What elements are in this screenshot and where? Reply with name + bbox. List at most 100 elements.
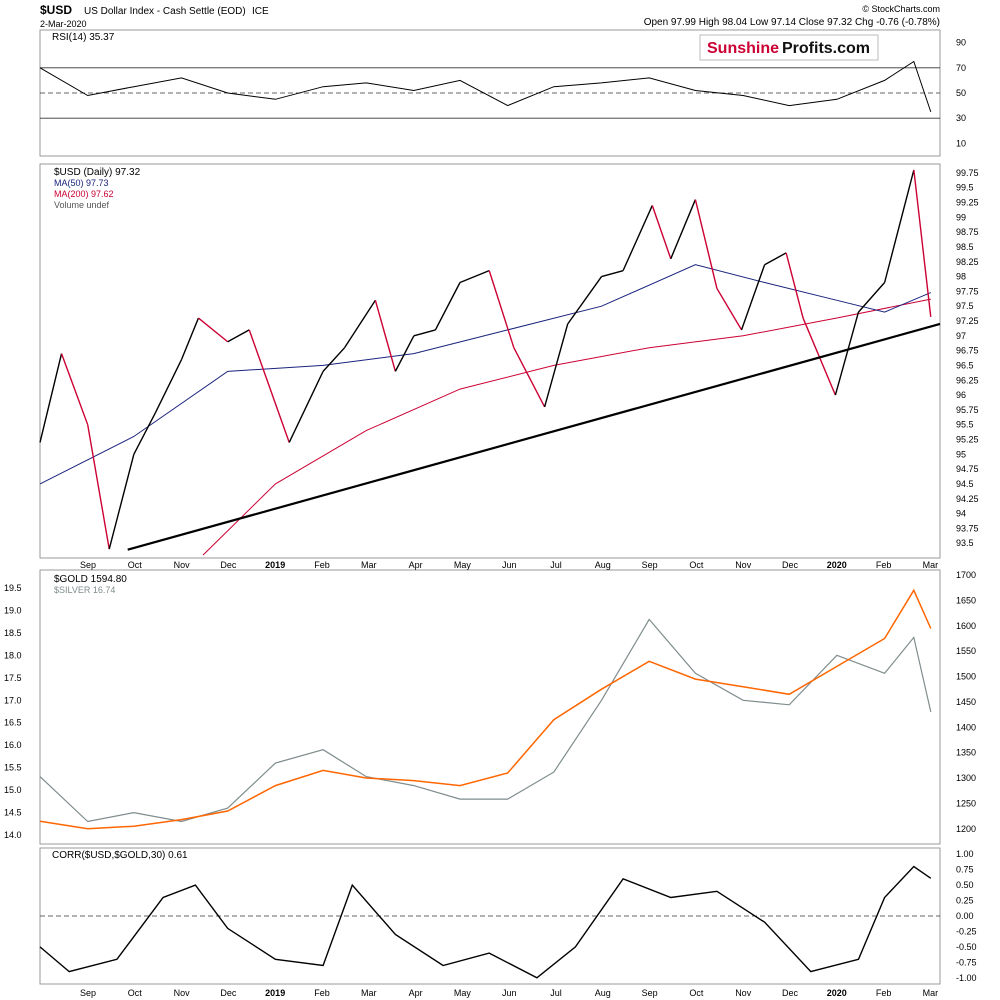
gold-ytick-label: 1650 <box>956 595 976 605</box>
gold-ytick-label: 1550 <box>956 646 976 656</box>
price-ytick-label: 97 <box>956 331 966 341</box>
price-xtick-label: Feb <box>876 560 892 570</box>
corr-xtick-label: Mar <box>361 988 377 998</box>
price-ytick-label: 94 <box>956 509 966 519</box>
usd-price-segment <box>108 454 135 550</box>
usd-price-segment <box>227 329 250 343</box>
corr-xtick-label: Apr <box>409 988 423 998</box>
price-ytick-label: 97.25 <box>956 316 979 326</box>
corr-line <box>39 865 932 979</box>
corr-xtick-label: Jun <box>502 988 517 998</box>
instrument-name: US Dollar Index - Cash Settle (EOD) <box>84 6 246 17</box>
price-xtick-label: Dec <box>220 560 237 570</box>
gold-ytick-label: 1700 <box>956 570 976 580</box>
price-ytick-label: 97.5 <box>956 301 974 311</box>
usd-price-segment <box>601 269 624 278</box>
corr-xtick-label: Feb <box>314 988 330 998</box>
gold-ytick-label: 1200 <box>956 824 976 834</box>
usd-price-segment <box>785 252 804 319</box>
usd-price-segment <box>913 169 932 317</box>
price-legend-ma200: MA(200) 97.62 <box>54 189 114 199</box>
price-ytick-label: 93.75 <box>956 523 979 533</box>
corr-xtick-label: Dec <box>782 988 799 998</box>
corr-xtick-label: Nov <box>174 988 191 998</box>
price-xtick-label: Mar <box>923 560 939 570</box>
gold-ytick-label: 1600 <box>956 621 976 631</box>
silver-ytick-label: 14.0 <box>4 830 22 840</box>
corr-xtick-label: Mar <box>923 988 939 998</box>
usd-price-segment <box>543 323 569 408</box>
price-xtick-label: Oct <box>689 560 704 570</box>
silver-ytick-label: 19.0 <box>4 605 22 615</box>
usd-price-segment <box>716 288 743 331</box>
silver-legend: $SILVER 16.74 <box>54 585 115 595</box>
usd-price-segment <box>459 269 490 284</box>
price-xtick-label: Aug <box>595 560 611 570</box>
price-xtick-label: Apr <box>409 560 423 570</box>
usd-price-segment <box>180 317 200 360</box>
source-label: © StockCharts.com <box>862 4 940 14</box>
gold-legend: $GOLD 1594.80 <box>54 574 127 585</box>
rsi-ytick-label: 10 <box>956 138 966 148</box>
support-trendline <box>127 322 941 551</box>
gold-ytick-label: 1450 <box>956 697 976 707</box>
price-ytick-label: 96 <box>956 390 966 400</box>
price-ytick-label: 99.25 <box>956 198 979 208</box>
price-xtick-label: Feb <box>314 560 330 570</box>
corr-ytick-label: -1.00 <box>956 973 977 983</box>
corr-xtick-label: 2019 <box>265 988 285 998</box>
ma50-line <box>39 264 931 485</box>
price-xtick-label: 2019 <box>265 560 285 570</box>
usd-price-segment <box>248 329 290 443</box>
price-ytick-label: 95.25 <box>956 435 979 445</box>
usd-price-segment <box>567 276 603 325</box>
gold-ytick-label: 1400 <box>956 722 976 732</box>
corr-xtick-label: Dec <box>220 988 237 998</box>
silver-ytick-label: 15.0 <box>4 785 22 795</box>
corr-xtick-label: May <box>454 988 472 998</box>
corr-ytick-label: 0.25 <box>956 896 974 906</box>
price-xtick-label: Nov <box>174 560 191 570</box>
usd-price-segment <box>87 424 110 550</box>
price-xtick-label: Jun <box>502 560 517 570</box>
price-xtick-label: Mar <box>361 560 377 570</box>
ohlc-summary: Open 97.99 High 98.04 Low 97.14 Close 97… <box>644 17 940 28</box>
corr-xtick-label: Feb <box>876 988 892 998</box>
silver-ytick-label: 18.0 <box>4 650 22 660</box>
corr-ytick-label: 1.00 <box>956 849 974 859</box>
price-ytick-label: 99 <box>956 212 966 222</box>
corr-xtick-label: Nov <box>735 988 752 998</box>
corr-xtick-label: Sep <box>80 988 96 998</box>
price-xtick-label: Sep <box>80 560 96 570</box>
silver-ytick-label: 17.5 <box>4 673 22 683</box>
usd-price-segment <box>622 205 653 271</box>
price-ytick-label: 96.5 <box>956 360 974 370</box>
usd-price-segment <box>344 299 376 349</box>
gold-line <box>39 588 932 830</box>
price-ytick-label: 95 <box>956 449 966 459</box>
usd-price-segment <box>651 205 672 260</box>
silver-ytick-label: 16.0 <box>4 740 22 750</box>
price-legend-volume: Volume undef <box>54 200 110 210</box>
exchange-label: ICE <box>252 6 269 17</box>
symbol-label: $USD <box>40 3 72 17</box>
price-ytick-label: 94.25 <box>956 494 979 504</box>
logo-text-sunshine: Sunshine <box>707 40 779 57</box>
sunshine-profits-logo: Sunshine Profits.com <box>699 34 879 61</box>
price-ytick-label: 98.75 <box>956 227 979 237</box>
usd-price-segment <box>39 353 63 443</box>
price-ytick-label: 99.75 <box>956 168 979 178</box>
corr-xtick-label: Oct <box>689 988 704 998</box>
rsi-line <box>39 60 932 113</box>
usd-price-segment <box>394 335 415 372</box>
usd-price-segment <box>288 371 324 443</box>
usd-price-segment <box>154 359 183 414</box>
corr-ytick-label: -0.75 <box>956 957 977 967</box>
rsi-ytick-label: 90 <box>956 38 966 48</box>
rsi-ytick-label: 70 <box>956 63 966 73</box>
price-ytick-label: 98.5 <box>956 242 974 252</box>
usd-price-segment <box>374 300 397 372</box>
usd-price-segment <box>857 282 886 313</box>
price-ytick-label: 95.5 <box>956 420 974 430</box>
price-ytick-label: 98 <box>956 272 966 282</box>
